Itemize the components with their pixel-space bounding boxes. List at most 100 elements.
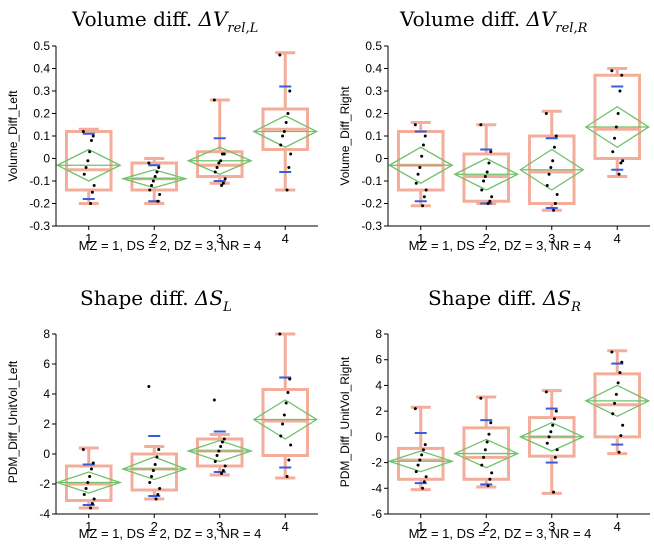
data-point <box>155 170 159 174</box>
data-point <box>217 449 221 453</box>
data-point <box>92 184 96 187</box>
data-point <box>219 159 223 163</box>
data-point <box>81 130 85 133</box>
chart-title-subscript: rel,R <box>555 21 587 36</box>
data-point <box>154 497 158 501</box>
y-tick-label: -4 <box>371 481 382 495</box>
data-point <box>223 177 227 181</box>
data-point <box>482 179 486 183</box>
data-point <box>148 188 152 192</box>
data-point <box>212 398 216 402</box>
data-point <box>614 125 618 129</box>
chart-title-subscript: L <box>222 300 232 315</box>
y-tick-label: 0 <box>43 152 50 166</box>
data-point <box>281 134 285 138</box>
x-tick-label: 2 <box>151 231 158 246</box>
data-point <box>619 434 623 438</box>
data-point <box>620 73 624 77</box>
data-point <box>217 161 221 165</box>
data-point <box>619 161 623 165</box>
chart-title: Volume diff. ΔVrel,R <box>399 7 588 36</box>
data-point <box>418 458 422 462</box>
category-group <box>388 121 454 208</box>
x-tick-label: 3 <box>216 231 223 246</box>
data-point <box>82 172 86 176</box>
y-tick-label: 0.5 <box>365 39 382 53</box>
y-tick-label: -0.1 <box>29 174 50 188</box>
data-point <box>89 506 93 510</box>
data-point <box>278 332 282 336</box>
y-tick-label: 0 <box>375 152 382 166</box>
chart-title: Shape diff. ΔSL <box>80 286 232 315</box>
data-point <box>483 448 487 452</box>
x-axis-label: MZ = 1, DS = 2, DZ = 3, NR = 4 <box>409 238 592 253</box>
data-point <box>288 89 292 93</box>
data-point <box>147 385 151 388</box>
data-point <box>617 172 621 176</box>
data-point <box>479 396 483 400</box>
data-point <box>84 166 88 169</box>
category-group <box>518 389 585 495</box>
panel-volume-left: Volume diff. ΔVrel,L Volume_Diff_Left MZ… <box>6 7 319 253</box>
data-point <box>284 401 288 405</box>
data-point <box>220 440 224 444</box>
data-point <box>421 486 425 490</box>
y-tick-label: 6 <box>375 353 382 367</box>
data-point <box>610 350 614 354</box>
data-point <box>155 455 159 459</box>
data-point <box>553 202 557 205</box>
y-tick-label: -0.3 <box>361 219 382 233</box>
data-point <box>552 145 556 149</box>
data-point <box>279 143 283 147</box>
data-point <box>88 150 92 154</box>
data-point <box>89 139 93 142</box>
x-tick-label: 1 <box>85 231 92 246</box>
x-tick-label: 2 <box>483 519 490 534</box>
data-point <box>156 199 160 203</box>
chart-title-subscript: R <box>570 300 581 315</box>
data-point <box>489 150 493 154</box>
panel-volume-right: Volume diff. ΔVrel,R Volume_Diff_Right M… <box>338 7 650 253</box>
box <box>396 130 445 192</box>
data-point <box>421 448 425 452</box>
plot-area: -6 -4 -2 0 2 4 6 8 1 2 3 4 <box>371 327 651 534</box>
y-tick-label: 0 <box>375 430 382 444</box>
chart-title: Volume diff. ΔVrel,L <box>71 7 258 36</box>
data-point <box>278 53 282 57</box>
y-tick-label: -4 <box>39 507 50 521</box>
x-axis-label: MZ = 1, DS = 2, DZ = 3, NR = 4 <box>79 526 262 541</box>
category-group <box>252 332 318 480</box>
category-group <box>252 51 319 192</box>
data-point <box>621 159 625 163</box>
data-point <box>153 463 157 466</box>
data-point <box>86 159 90 163</box>
data-point <box>413 407 417 411</box>
data-point <box>151 179 155 183</box>
data-point <box>610 69 614 73</box>
data-point <box>92 497 96 501</box>
x-tick-label: 3 <box>548 231 555 246</box>
y-tick-label: 0.4 <box>33 62 50 76</box>
y-tick-label: -0.2 <box>361 197 382 211</box>
data-point <box>215 454 219 457</box>
data-point <box>552 490 556 494</box>
y-tick-label: -6 <box>371 507 382 521</box>
box <box>130 452 179 492</box>
data-point <box>547 172 551 176</box>
data-point <box>287 166 291 169</box>
x-tick-label: 2 <box>151 519 158 534</box>
y-tick-label: 6 <box>43 357 50 371</box>
x-tick-label: 1 <box>417 231 424 246</box>
data-point <box>88 475 92 478</box>
category-group <box>453 123 520 205</box>
category-group <box>387 405 455 492</box>
data-point <box>413 123 417 127</box>
plot-area: -0.3 -0.2 -0.1 0 0.1 0.2 0.3 0.4 0.5 1 2 3 4 <box>29 39 319 246</box>
y-tick-label: 0.2 <box>365 107 382 121</box>
data-point <box>91 461 95 465</box>
box <box>593 73 642 160</box>
data-point <box>219 445 223 448</box>
x-tick-label: 4 <box>614 519 621 534</box>
data-point <box>552 417 556 421</box>
category-group <box>55 446 123 510</box>
